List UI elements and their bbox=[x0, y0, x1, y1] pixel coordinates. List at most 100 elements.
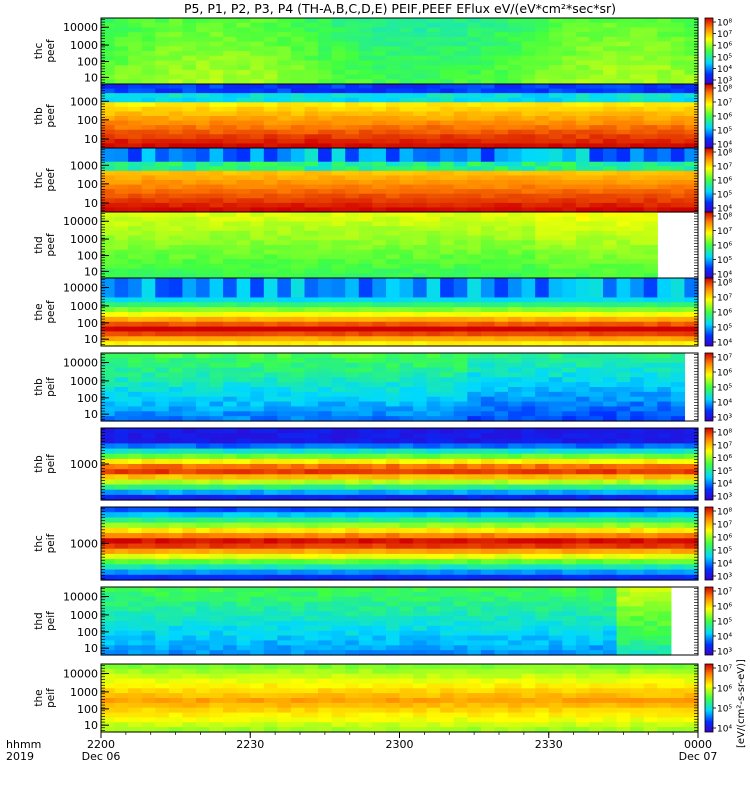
heatmap-cell bbox=[290, 367, 306, 374]
heatmap-cell bbox=[277, 170, 292, 177]
heatmap-cell bbox=[345, 484, 360, 491]
heatmap-cell bbox=[670, 27, 686, 33]
heatmap-cell bbox=[250, 138, 265, 145]
heatmap-cell bbox=[182, 341, 197, 347]
heatmap-cell bbox=[182, 527, 197, 534]
heatmap-cell bbox=[521, 27, 536, 33]
heatmap-cell bbox=[128, 484, 143, 491]
heatmap-cell bbox=[236, 230, 251, 237]
heatmap-cell bbox=[589, 148, 604, 154]
heatmap-cell bbox=[318, 357, 333, 364]
heatmap-cell bbox=[657, 367, 672, 374]
heatmap-cell bbox=[603, 235, 618, 241]
heatmap-cell bbox=[535, 428, 550, 434]
panel-probe-label: the bbox=[33, 303, 45, 320]
heatmap-cell bbox=[168, 353, 184, 359]
heatmap-cell bbox=[603, 287, 618, 294]
heatmap-cell bbox=[114, 235, 129, 241]
heatmap-cell bbox=[304, 207, 319, 213]
heatmap-cell bbox=[657, 175, 672, 181]
heatmap-cell bbox=[630, 216, 645, 223]
heatmap-cell bbox=[250, 166, 265, 172]
heatmap-cell bbox=[521, 307, 536, 313]
heatmap-cell bbox=[263, 416, 278, 422]
heatmap-cell bbox=[155, 533, 170, 539]
heatmap-cell bbox=[480, 69, 496, 76]
heatmap-cell bbox=[521, 479, 536, 486]
heatmap-cell bbox=[182, 148, 197, 154]
heatmap-cell bbox=[290, 548, 306, 555]
heatmap-cell bbox=[277, 287, 292, 294]
heatmap-cell bbox=[440, 357, 455, 364]
heatmap-cell bbox=[250, 391, 265, 398]
heatmap-cell bbox=[413, 22, 428, 29]
heatmap-cell bbox=[508, 102, 523, 108]
heatmap-cell bbox=[223, 353, 238, 359]
heatmap-cell bbox=[141, 41, 156, 47]
heatmap-cell bbox=[440, 106, 455, 113]
heatmap-cell bbox=[223, 297, 238, 303]
heatmap-cell bbox=[195, 336, 211, 342]
heatmap-cell bbox=[467, 458, 482, 465]
heatmap-cell bbox=[575, 226, 591, 232]
heatmap-cell bbox=[236, 46, 251, 52]
heatmap-cell bbox=[155, 396, 170, 403]
heatmap-cell bbox=[290, 263, 306, 270]
heatmap-cell bbox=[426, 212, 441, 218]
heatmap-cell bbox=[616, 230, 631, 237]
heatmap-cell bbox=[114, 438, 129, 445]
heatmap-cell bbox=[345, 84, 360, 90]
heatmap-cell bbox=[223, 36, 238, 43]
heatmap-cell bbox=[195, 469, 211, 475]
heatmap-cell bbox=[236, 152, 251, 158]
heatmap-cell bbox=[670, 148, 686, 154]
heatmap-cell bbox=[562, 469, 577, 475]
heatmap-cell bbox=[128, 175, 143, 181]
heatmap-cell bbox=[616, 297, 631, 303]
heatmap-cell bbox=[494, 170, 509, 177]
heatmap-cell bbox=[508, 259, 523, 265]
heatmap-cell bbox=[101, 111, 116, 117]
heatmap-cell bbox=[345, 273, 360, 279]
heatmap-cell bbox=[467, 367, 482, 374]
heatmap-cell bbox=[209, 569, 224, 576]
heatmap-cell bbox=[413, 453, 428, 460]
heatmap-cell bbox=[141, 125, 156, 131]
heatmap-cell bbox=[372, 469, 387, 475]
heatmap-cell bbox=[250, 129, 265, 135]
heatmap-cell bbox=[413, 316, 428, 323]
heatmap-cell bbox=[331, 88, 346, 94]
heatmap-cell bbox=[521, 193, 536, 199]
heatmap-cell bbox=[535, 254, 550, 260]
heatmap-cell bbox=[195, 84, 211, 90]
heatmap-cell bbox=[453, 273, 468, 279]
heatmap-cell bbox=[684, 69, 699, 76]
heatmap-cell bbox=[195, 312, 211, 318]
heatmap-cell bbox=[494, 377, 509, 383]
heatmap-cell bbox=[141, 74, 156, 80]
heatmap-cell bbox=[426, 341, 441, 347]
heatmap-cell bbox=[535, 202, 550, 209]
heatmap-cell bbox=[168, 357, 184, 364]
heatmap-cell bbox=[304, 517, 319, 524]
heatmap-cell bbox=[155, 106, 170, 113]
heatmap-cell bbox=[643, 428, 658, 434]
heatmap-cell bbox=[453, 235, 468, 241]
heatmap-cell bbox=[670, 143, 686, 149]
heatmap-cell bbox=[426, 60, 441, 66]
heatmap-cell bbox=[209, 538, 224, 545]
heatmap-cell bbox=[535, 396, 550, 403]
heatmap-cell bbox=[182, 302, 197, 308]
heatmap-cell bbox=[494, 268, 509, 274]
heatmap-cell bbox=[399, 406, 414, 412]
heatmap-cell bbox=[521, 464, 536, 470]
heatmap-cell bbox=[657, 129, 672, 135]
heatmap-cell bbox=[616, 221, 631, 227]
heatmap-cell bbox=[589, 321, 604, 328]
heatmap-cell bbox=[521, 84, 536, 90]
heatmap-cell bbox=[236, 97, 251, 103]
heatmap-cell bbox=[331, 517, 346, 524]
heatmap-cell bbox=[508, 453, 523, 460]
heatmap-cell bbox=[508, 69, 523, 76]
heatmap-cell bbox=[304, 391, 319, 398]
